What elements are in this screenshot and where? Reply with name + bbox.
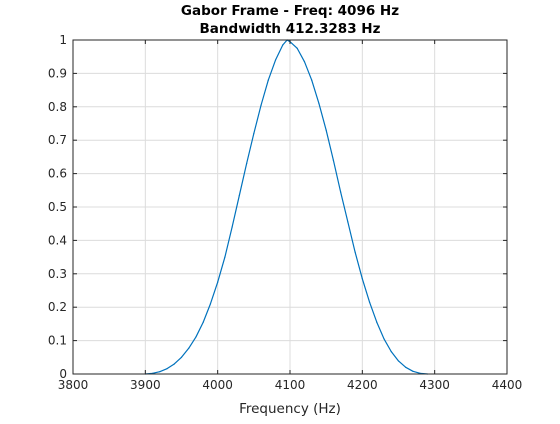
y-tick-label: 0: [59, 367, 67, 381]
data-point: [260, 104, 262, 106]
data-point: [361, 278, 363, 280]
chart-title-line-1: Gabor Frame - Freq: 4096 Hz: [181, 3, 399, 19]
y-tick-label: 0.5: [48, 200, 67, 214]
data-point: [296, 47, 298, 49]
x-tick-label: 3800: [58, 378, 89, 392]
data-point: [224, 256, 226, 258]
data-point: [159, 371, 161, 373]
data-point: [311, 79, 313, 81]
data-point: [405, 366, 407, 368]
data-point: [274, 59, 277, 61]
x-tick-label: 3900: [130, 378, 161, 392]
y-tick-label: 0.7: [48, 133, 67, 147]
data-point: [202, 321, 204, 323]
y-tick-labels: 0 0.1 0.2 0.3 0.4 0.5 0.6 0.7 0.8 0.9 1: [48, 33, 67, 381]
data-point: [188, 347, 190, 349]
data-point: [383, 338, 385, 340]
x-tick-label: 4400: [492, 378, 523, 392]
data-point: [195, 336, 197, 338]
data-point: [246, 162, 248, 165]
data-point: [325, 129, 327, 131]
data-point: [390, 351, 392, 353]
data-point: [332, 159, 334, 161]
data-point: [412, 370, 414, 372]
ticks: [72, 39, 508, 375]
data-point: [238, 194, 240, 196]
y-tick-label: 0.1: [48, 334, 67, 348]
data-point: [173, 363, 175, 365]
data-point: [354, 251, 356, 253]
data-point: [318, 102, 320, 105]
y-tick-label: 0.2: [48, 300, 67, 314]
y-tick-label: 0.8: [48, 100, 67, 114]
y-tick-label: 0.6: [48, 167, 67, 181]
data-point: [267, 79, 269, 81]
chart-title-line-2: Bandwidth 412.3283 Hz: [200, 21, 381, 37]
y-tick-label: 0.9: [48, 66, 67, 80]
data-point: [217, 281, 219, 283]
x-tick-labels: 3800 3900 4000 4100 4200 4300 4400: [58, 378, 523, 392]
data-point: [180, 356, 183, 358]
data-point: [253, 132, 255, 135]
data-point: [166, 368, 168, 370]
data-point: [209, 303, 212, 305]
x-tick-label: 4200: [347, 378, 378, 392]
data-point: [340, 191, 342, 193]
data-point: [347, 221, 349, 223]
x-axis-label: Frequency (Hz): [239, 401, 341, 417]
data-point: [282, 44, 284, 46]
data-point: [368, 301, 371, 303]
x-tick-label: 4000: [202, 378, 233, 392]
y-tick-label: 0.4: [48, 233, 67, 247]
data-point: [303, 61, 306, 63]
data-point: [376, 321, 378, 323]
x-tick-label: 4300: [419, 378, 450, 392]
x-tick-label: 4100: [275, 378, 306, 392]
data-point: [397, 360, 400, 362]
data-point: [231, 226, 233, 228]
y-tick-label: 1: [59, 33, 67, 47]
y-tick-label: 0.3: [48, 267, 67, 281]
